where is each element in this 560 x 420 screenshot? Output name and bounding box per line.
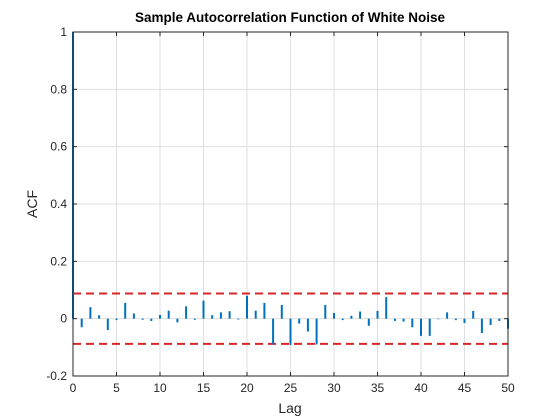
x-tick-label-0: 0 bbox=[70, 381, 77, 395]
x-tick-label-2: 10 bbox=[153, 381, 167, 395]
y-axis-label: ACF bbox=[24, 190, 40, 218]
y-tick-label-2: 0.2 bbox=[50, 254, 67, 268]
x-tick-label-3: 15 bbox=[197, 381, 211, 395]
y-tick-label-1: 0 bbox=[60, 312, 67, 326]
x-tick-label-4: 20 bbox=[240, 381, 254, 395]
x-tick-label-9: 45 bbox=[458, 381, 472, 395]
x-axis-ticks: 0 5 10 15 20 25 30 35 40 45 50 bbox=[70, 32, 515, 395]
y-tick-label-6: 1 bbox=[60, 25, 67, 39]
x-tick-label-8: 40 bbox=[414, 381, 428, 395]
y-tick-label-0: -0.2 bbox=[46, 369, 67, 383]
x-tick-label-7: 35 bbox=[371, 381, 385, 395]
x-tick-label-1: 5 bbox=[113, 381, 120, 395]
x-tick-label-10: 50 bbox=[501, 381, 515, 395]
x-axis-label: Lag bbox=[278, 400, 301, 416]
x-tick-label-5: 25 bbox=[284, 381, 298, 395]
x-tick-label-6: 30 bbox=[327, 381, 341, 395]
y-axis-ticks: -0.2 0 0.2 0.4 0.6 0.8 1 bbox=[46, 25, 508, 383]
y-tick-label-4: 0.6 bbox=[50, 140, 67, 154]
y-tick-label-5: 0.8 bbox=[50, 82, 67, 96]
chart-title: Sample Autocorrelation Function of White… bbox=[135, 10, 446, 25]
confidence-bounds bbox=[73, 292, 508, 345]
y-tick-label-3: 0.4 bbox=[50, 197, 67, 211]
